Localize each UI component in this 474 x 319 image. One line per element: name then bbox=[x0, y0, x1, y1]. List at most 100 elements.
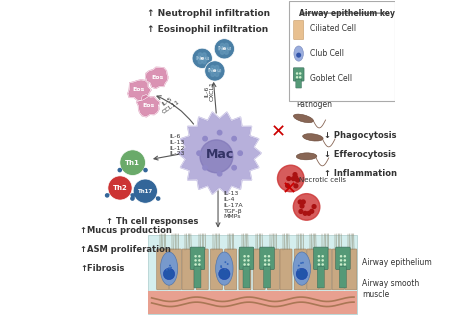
FancyBboxPatch shape bbox=[339, 267, 346, 288]
Text: Th17: Th17 bbox=[137, 189, 153, 194]
FancyBboxPatch shape bbox=[225, 249, 237, 290]
FancyBboxPatch shape bbox=[293, 68, 304, 81]
Circle shape bbox=[194, 259, 197, 262]
Circle shape bbox=[318, 255, 320, 257]
FancyBboxPatch shape bbox=[294, 249, 306, 290]
Circle shape bbox=[205, 61, 225, 81]
Text: Neu: Neu bbox=[208, 69, 222, 73]
Text: IL-6
IL-13
IL-12
IL-23: IL-6 IL-13 IL-12 IL-23 bbox=[169, 134, 184, 157]
Circle shape bbox=[243, 255, 246, 257]
Circle shape bbox=[287, 177, 291, 181]
Text: IL-6
CXCL1: IL-6 CXCL1 bbox=[204, 82, 215, 101]
Circle shape bbox=[211, 65, 215, 69]
Circle shape bbox=[292, 177, 295, 181]
Circle shape bbox=[232, 137, 237, 141]
Text: Eos: Eos bbox=[152, 75, 164, 80]
Text: ↑ Eosinophil infiltration: ↑ Eosinophil infiltration bbox=[147, 25, 268, 34]
Circle shape bbox=[321, 255, 324, 257]
Text: ↓ Phagocytosis: ↓ Phagocytosis bbox=[324, 131, 396, 140]
Circle shape bbox=[131, 197, 134, 200]
FancyBboxPatch shape bbox=[182, 249, 194, 290]
Circle shape bbox=[268, 259, 270, 262]
Text: Club Cell: Club Cell bbox=[310, 49, 345, 58]
Circle shape bbox=[169, 268, 171, 270]
Circle shape bbox=[298, 265, 300, 267]
Polygon shape bbox=[128, 80, 151, 101]
FancyBboxPatch shape bbox=[260, 247, 274, 270]
Circle shape bbox=[344, 263, 346, 266]
Circle shape bbox=[296, 53, 301, 58]
Circle shape bbox=[293, 173, 297, 176]
FancyBboxPatch shape bbox=[307, 249, 319, 290]
Ellipse shape bbox=[216, 252, 233, 285]
Circle shape bbox=[243, 259, 246, 262]
FancyBboxPatch shape bbox=[239, 247, 254, 270]
Circle shape bbox=[300, 262, 302, 264]
Circle shape bbox=[198, 259, 201, 262]
Circle shape bbox=[108, 176, 132, 200]
Circle shape bbox=[198, 263, 201, 266]
Circle shape bbox=[215, 73, 219, 77]
Text: IL-5
CCL11: IL-5 CCL11 bbox=[158, 94, 180, 114]
Circle shape bbox=[340, 255, 342, 257]
Circle shape bbox=[197, 151, 201, 155]
Circle shape bbox=[204, 56, 208, 60]
Circle shape bbox=[299, 210, 303, 213]
Circle shape bbox=[196, 56, 200, 60]
FancyBboxPatch shape bbox=[289, 1, 395, 101]
Text: Th2: Th2 bbox=[113, 185, 128, 191]
FancyBboxPatch shape bbox=[280, 249, 292, 290]
Circle shape bbox=[296, 72, 298, 75]
Circle shape bbox=[268, 263, 270, 266]
FancyBboxPatch shape bbox=[267, 249, 279, 290]
Circle shape bbox=[321, 263, 324, 266]
Circle shape bbox=[297, 269, 299, 271]
Circle shape bbox=[202, 53, 206, 57]
Ellipse shape bbox=[303, 134, 323, 141]
Circle shape bbox=[202, 60, 206, 64]
Circle shape bbox=[131, 194, 135, 197]
Circle shape bbox=[296, 76, 298, 78]
FancyBboxPatch shape bbox=[296, 79, 301, 88]
Circle shape bbox=[318, 263, 320, 266]
Circle shape bbox=[298, 269, 300, 271]
Circle shape bbox=[224, 268, 226, 270]
Circle shape bbox=[156, 197, 160, 200]
FancyBboxPatch shape bbox=[336, 247, 350, 270]
Circle shape bbox=[198, 60, 202, 64]
Text: Neu: Neu bbox=[195, 56, 210, 61]
Circle shape bbox=[299, 76, 301, 78]
Text: ✕: ✕ bbox=[271, 124, 286, 142]
Ellipse shape bbox=[294, 46, 303, 61]
FancyBboxPatch shape bbox=[313, 247, 328, 270]
Circle shape bbox=[106, 194, 109, 197]
Ellipse shape bbox=[296, 153, 317, 160]
Circle shape bbox=[344, 255, 346, 257]
FancyBboxPatch shape bbox=[317, 267, 324, 288]
Circle shape bbox=[300, 204, 304, 208]
FancyBboxPatch shape bbox=[210, 249, 222, 290]
Circle shape bbox=[218, 130, 222, 135]
Text: Eos: Eos bbox=[133, 87, 145, 93]
FancyBboxPatch shape bbox=[345, 249, 357, 290]
Circle shape bbox=[286, 184, 290, 188]
Circle shape bbox=[264, 259, 266, 262]
Circle shape bbox=[318, 259, 320, 262]
Circle shape bbox=[215, 65, 219, 69]
Circle shape bbox=[247, 255, 250, 257]
Circle shape bbox=[340, 263, 342, 266]
Polygon shape bbox=[137, 94, 160, 117]
Circle shape bbox=[118, 168, 121, 172]
Circle shape bbox=[133, 179, 157, 203]
FancyBboxPatch shape bbox=[169, 249, 182, 290]
Circle shape bbox=[169, 264, 171, 266]
Text: ↑ASM proliferation: ↑ASM proliferation bbox=[81, 245, 171, 254]
Circle shape bbox=[238, 151, 242, 155]
Circle shape bbox=[220, 50, 224, 54]
Text: ↑Mucus production: ↑Mucus production bbox=[81, 226, 173, 235]
Circle shape bbox=[294, 184, 298, 188]
Text: Mac: Mac bbox=[206, 148, 234, 161]
Circle shape bbox=[170, 267, 172, 269]
FancyBboxPatch shape bbox=[243, 267, 250, 288]
Circle shape bbox=[247, 259, 250, 262]
